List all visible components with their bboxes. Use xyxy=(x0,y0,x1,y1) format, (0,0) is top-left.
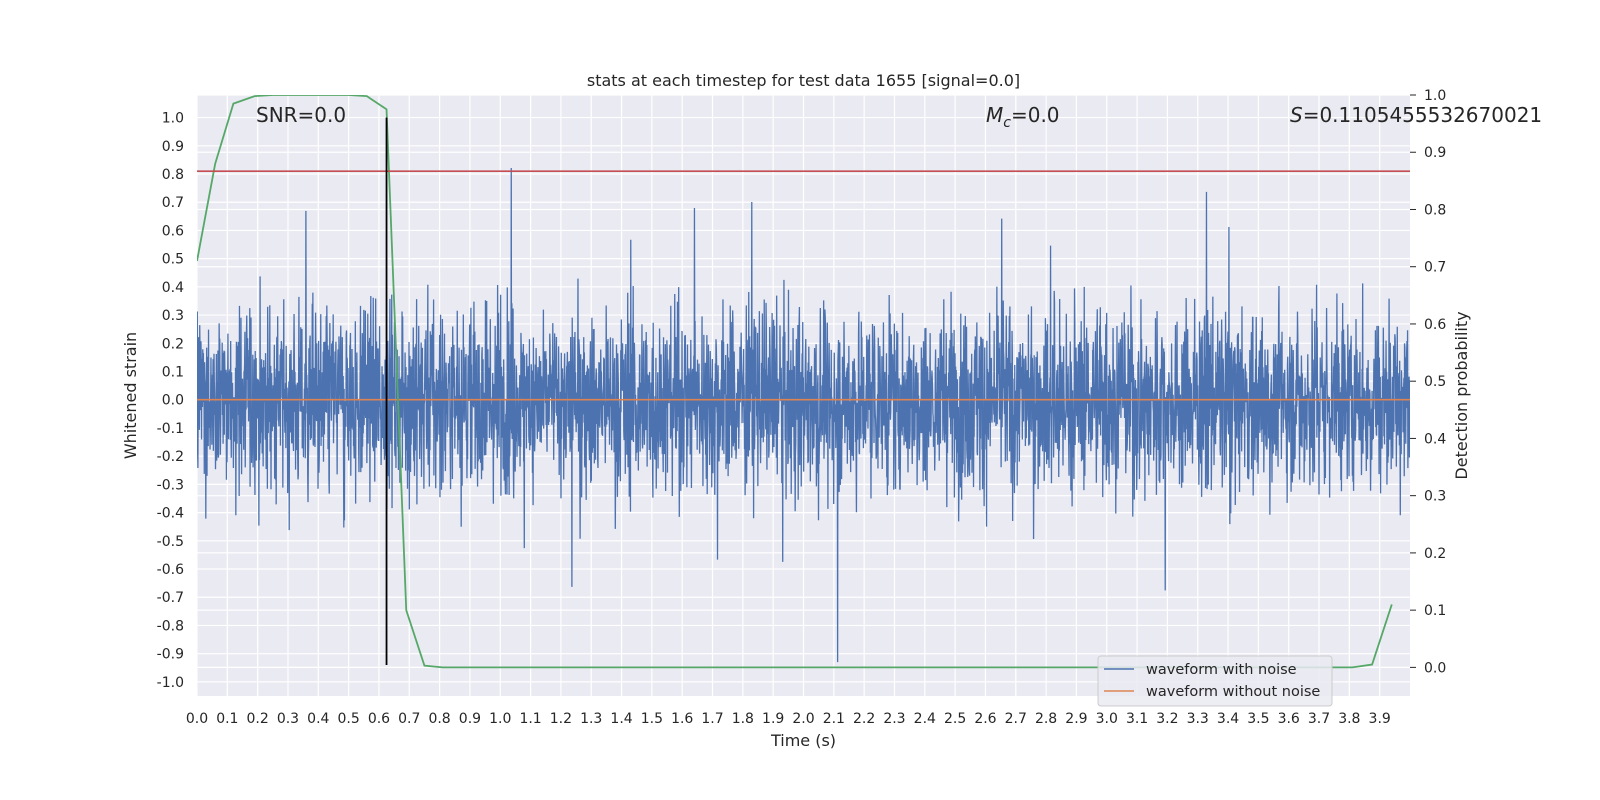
right-tick-label: 0.5 xyxy=(1424,374,1446,390)
right-tick-label: 0.2 xyxy=(1424,546,1446,562)
x-tick-label: 1.2 xyxy=(550,711,572,727)
x-tick-label: 0.8 xyxy=(428,711,450,727)
right-tick-label: 0.6 xyxy=(1424,317,1446,333)
x-tick-label: 3.5 xyxy=(1247,711,1269,727)
x-tick-label: 1.0 xyxy=(489,711,511,727)
y-tick-label: 0.5 xyxy=(162,252,184,268)
x-tick-label: 2.2 xyxy=(853,711,875,727)
y-tick-label: -0.8 xyxy=(157,618,184,634)
annotation-snr: SNR=0.0 xyxy=(256,103,346,127)
x-axis-ticks: 0.0 0.1 0.2 0.3 0.4 0.5 0.6 0.7 0.8 0.9 1.0 1.1 1.2 1… xyxy=(186,711,1391,727)
right-tick-label: 0.4 xyxy=(1424,431,1446,447)
x-tick-label: 3.4 xyxy=(1217,711,1239,727)
x-tick-label: 1.3 xyxy=(580,711,602,727)
x-axis-label: Time (s) xyxy=(770,731,836,750)
y-tick-label: 0.4 xyxy=(162,280,184,296)
legend-label-clean: waveform without noise xyxy=(1146,684,1320,700)
y-tick-label: 0.1 xyxy=(162,365,184,381)
x-tick-label: 0.4 xyxy=(307,711,329,727)
y-tick-label: 0.8 xyxy=(162,167,184,183)
y-tick-label: -0.6 xyxy=(157,562,184,578)
x-tick-label: 2.3 xyxy=(883,711,905,727)
x-tick-label: 3.1 xyxy=(1126,711,1148,727)
x-tick-label: 3.7 xyxy=(1308,711,1330,727)
y-tick-label: -1.0 xyxy=(157,675,184,691)
x-tick-label: 0.5 xyxy=(337,711,359,727)
x-tick-label: 0.0 xyxy=(186,711,208,727)
y-tick-label: -0.7 xyxy=(157,590,184,606)
x-tick-label: 2.8 xyxy=(1035,711,1057,727)
y-tick-label: -0.2 xyxy=(157,449,184,465)
x-tick-label: 1.8 xyxy=(732,711,754,727)
x-tick-label: 2.0 xyxy=(792,711,814,727)
x-tick-label: 0.6 xyxy=(368,711,390,727)
x-tick-label: 3.2 xyxy=(1156,711,1178,727)
right-tick-label: 0.0 xyxy=(1424,660,1446,676)
annotation-chirp-mass: Mc=0.0 xyxy=(986,103,1060,131)
x-tick-label: 0.7 xyxy=(398,711,420,727)
chart-title: stats at each timestep for test data 165… xyxy=(587,71,1020,90)
right-tick-label: 0.3 xyxy=(1424,489,1446,505)
right-tick-label: 0.7 xyxy=(1424,260,1446,276)
x-tick-label: 1.9 xyxy=(762,711,784,727)
x-tick-label: 1.5 xyxy=(641,711,663,727)
y-tick-label: -0.9 xyxy=(157,647,184,663)
y-tick-label: -0.3 xyxy=(157,477,184,493)
x-tick-label: 2.4 xyxy=(914,711,936,727)
y-tick-label: 0.2 xyxy=(162,336,184,352)
x-tick-label: 0.9 xyxy=(459,711,481,727)
x-tick-label: 1.6 xyxy=(671,711,693,727)
y-tick-label: 0.6 xyxy=(162,223,184,239)
y-tick-label: 0.0 xyxy=(162,393,184,409)
x-tick-label: 3.3 xyxy=(1187,711,1209,727)
legend-box xyxy=(1097,655,1333,707)
x-tick-label: 0.1 xyxy=(216,711,238,727)
x-tick-label: 2.5 xyxy=(944,711,966,727)
x-tick-label: 1.7 xyxy=(701,711,723,727)
y-axis-ticks: 1.0 0.9 0.8 0.7 0.6 0.5 0.4 0.3 0.2 0.1 0.0 -0.1 -0.… xyxy=(157,111,184,691)
y-tick-label: -0.1 xyxy=(157,421,184,437)
legend-label-noise: waveform with noise xyxy=(1146,662,1297,678)
x-tick-label: 0.3 xyxy=(277,711,299,727)
y-tick-label: 0.7 xyxy=(162,195,184,211)
y-tick-label: 1.0 xyxy=(162,111,184,127)
x-tick-label: 2.9 xyxy=(1065,711,1087,727)
y-tick-label: 0.3 xyxy=(162,308,184,324)
right-tick-label: 0.1 xyxy=(1424,603,1446,619)
x-tick-label: 0.2 xyxy=(247,711,269,727)
y-tick-label: -0.4 xyxy=(157,506,184,522)
legend: waveform with noise waveform without noi… xyxy=(1097,655,1333,707)
x-tick-label: 3.0 xyxy=(1096,711,1118,727)
x-tick-label: 3.8 xyxy=(1338,711,1360,727)
x-tick-label: 3.9 xyxy=(1369,711,1391,727)
y-axis-label: Whitened strain xyxy=(121,332,140,459)
annotation-score: S=0.1105455532670021 xyxy=(1290,103,1542,127)
y-tick-label: -0.5 xyxy=(157,534,184,550)
right-tick-label: 1.0 xyxy=(1424,88,1446,104)
right-tick-label: 0.8 xyxy=(1424,202,1446,218)
x-tick-label: 3.6 xyxy=(1278,711,1300,727)
right-tick-label: 0.9 xyxy=(1424,145,1446,161)
right-axis-ticks: 1.0 0.9 0.8 0.7 0.6 0.5 0.4 0.3 0.2 0.1 0.0 xyxy=(1410,88,1446,676)
x-tick-label: 2.1 xyxy=(823,711,845,727)
x-tick-label: 1.1 xyxy=(519,711,541,727)
x-tick-label: 2.7 xyxy=(1005,711,1027,727)
y-tick-label: 0.9 xyxy=(162,139,184,155)
x-tick-label: 2.6 xyxy=(974,711,996,727)
right-axis-label: Detection probability xyxy=(1452,311,1471,479)
x-tick-label: 1.4 xyxy=(610,711,632,727)
